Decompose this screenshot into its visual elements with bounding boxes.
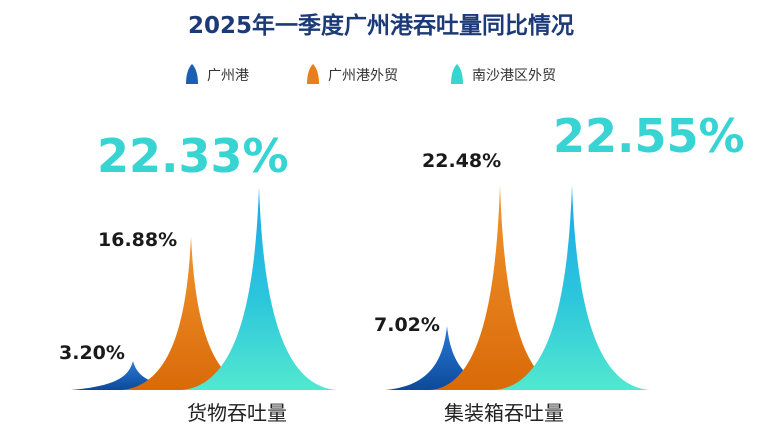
spike-2-2 [430, 185, 570, 390]
category-label-2: 集装箱吞吐量 [444, 401, 564, 425]
spike-1-2 [121, 236, 261, 390]
legend-swatch-3 [451, 64, 463, 84]
chart-labels: 3.20% 16.88% 22.33% 货物吞吐量 7.02% 22.48% 22.55% 集… [59, 109, 745, 425]
legend-label-3: 南沙港区外贸 [472, 68, 556, 84]
category-label-1: 货物吞吐量 [187, 401, 287, 425]
legend-label-1: 广州港 [207, 68, 249, 84]
value-label-1-3: 22.33% [97, 129, 289, 183]
value-label-2-2: 22.48% [422, 150, 501, 172]
spike-1-3 [181, 187, 337, 390]
chart-title: 2025年一季度广州港吞吐量同比情况 [188, 12, 574, 39]
value-label-1-1: 3.20% [59, 342, 125, 364]
value-label-2-3: 22.55% [553, 109, 745, 163]
spike-2-1 [385, 326, 509, 390]
chart-marks [71, 185, 650, 390]
legend: 广州港 广州港外贸 南沙港区外贸 [186, 64, 556, 84]
value-label-1-2: 16.88% [98, 229, 177, 251]
legend-label-2: 广州港外贸 [328, 68, 398, 84]
legend-swatch-2 [307, 64, 319, 84]
value-label-2-1: 7.02% [374, 314, 440, 336]
spike-2-3 [494, 185, 650, 390]
spike-1-1 [71, 360, 195, 390]
legend-swatch-1 [186, 64, 198, 84]
